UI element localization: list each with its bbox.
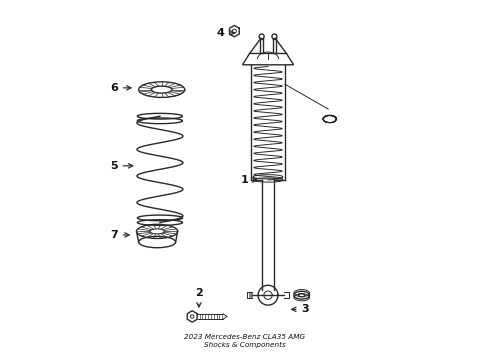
Text: 7: 7 <box>110 230 129 240</box>
Text: 1: 1 <box>241 175 257 185</box>
Text: 4: 4 <box>216 28 235 38</box>
Text: 6: 6 <box>110 83 131 93</box>
Text: 5: 5 <box>110 161 133 171</box>
Text: 3: 3 <box>292 304 309 314</box>
Text: 2: 2 <box>195 288 203 307</box>
Text: 2023 Mercedes-Benz CLA35 AMG
Shocks & Components: 2023 Mercedes-Benz CLA35 AMG Shocks & Co… <box>184 334 306 348</box>
